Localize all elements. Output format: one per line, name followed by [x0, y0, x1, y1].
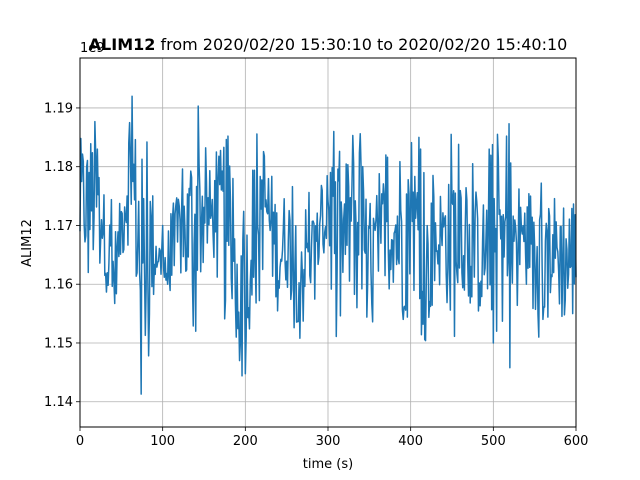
y-tick-label: 1.18: [44, 160, 73, 175]
x-tick-label: 0: [76, 434, 84, 449]
chart-title-rest: from 2020/02/20 15:30:10 to 2020/02/20 1…: [155, 35, 567, 54]
y-tick-label: 1.17: [44, 219, 73, 234]
y-tick-label: 1.16: [44, 278, 73, 293]
y-axis-label: ALIM12: [20, 219, 35, 267]
series-group: [79, 95, 577, 395]
y-tick-label: 1.14: [44, 395, 73, 410]
series-line: [79, 95, 577, 395]
offset-text: 1e9: [80, 41, 105, 56]
x-tick-label: 300: [316, 434, 341, 449]
x-axis-label: time (s): [303, 457, 353, 472]
x-tick-label: 400: [398, 434, 423, 449]
x-tick-label: 200: [233, 434, 258, 449]
y-tick-label: 1.19: [44, 101, 73, 116]
x-tick-label: 600: [564, 434, 589, 449]
chart-title: ALIM12 from 2020/02/20 15:30:10 to 2020/…: [89, 35, 568, 54]
x-tick-label: 500: [481, 434, 506, 449]
y-tick-label: 1.15: [44, 336, 73, 351]
x-tick-label: 100: [150, 434, 175, 449]
tick-group: 0 100 200 300 400 500 600 1.14 1.15 1.16 1.17 1.18 1…: [44, 101, 588, 449]
chart-title-bold: ALIM12: [89, 35, 156, 54]
